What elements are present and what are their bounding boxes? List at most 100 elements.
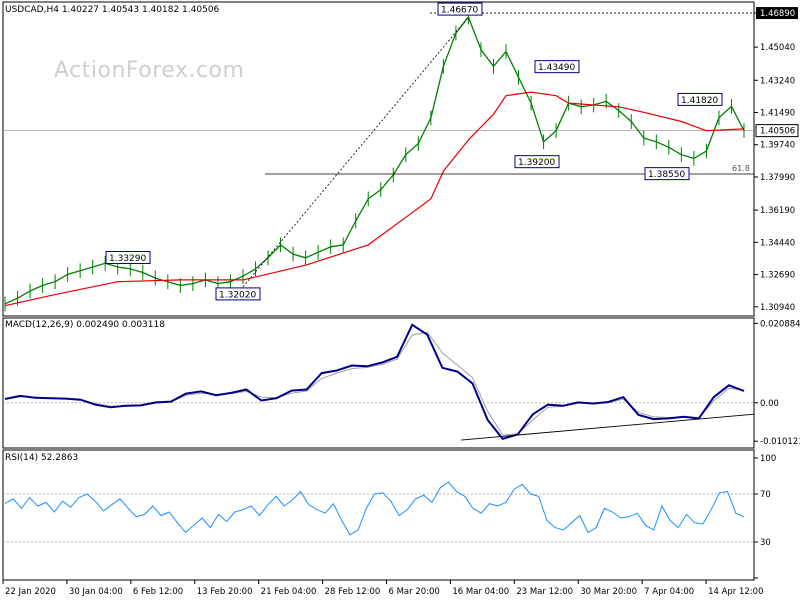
- macd-signal-line: [4, 331, 745, 436]
- time-tick-label: 23 Mar 12:00: [516, 587, 573, 597]
- price-point: [655, 141, 657, 143]
- price-annotation-label: 1.39200: [518, 158, 555, 168]
- price-point: [480, 49, 482, 51]
- time-tick-label: 30 Mar 20:00: [580, 587, 637, 597]
- price-point: [743, 130, 745, 132]
- trend-line: [242, 16, 469, 288]
- time-tick-label: 28 Feb 12:00: [325, 587, 381, 597]
- price-tick-label: 1.34440: [760, 238, 795, 248]
- fib-level-label: 61.8: [732, 164, 750, 173]
- price-point: [279, 244, 282, 246]
- panel-frames: [2, 1, 755, 581]
- price-point: [643, 137, 645, 139]
- chart-header: USDCAD,H4 1.40227 1.40543 1.40182 1.4050…: [5, 5, 220, 15]
- watermark: ActionForex.com: [54, 58, 245, 83]
- price-point: [580, 106, 582, 108]
- price-point: [67, 273, 69, 275]
- macd-line: [4, 323, 745, 441]
- price-point: [618, 109, 620, 112]
- price-point: [442, 65, 444, 67]
- price-point: [605, 100, 607, 102]
- panel-frame-main: [2, 1, 755, 317]
- price-point: [167, 281, 169, 283]
- price-tick-label: 1.39740: [760, 141, 795, 151]
- price-point: [380, 189, 382, 191]
- price-point: [254, 268, 257, 270]
- rsi-tick-label: 100: [760, 454, 776, 464]
- price-point: [54, 281, 56, 283]
- price-point: [355, 220, 357, 222]
- price-point: [92, 266, 94, 268]
- price-point: [317, 251, 319, 253]
- price-point: [705, 150, 708, 152]
- price-point: [179, 284, 181, 287]
- price-annotation-box: [105, 251, 151, 265]
- price-point: [693, 157, 695, 159]
- price-point: [4, 303, 6, 305]
- time-tick-label: 6 Mar 20:00: [388, 587, 439, 597]
- price-point: [41, 284, 44, 287]
- time-tick-label: 13 Feb 20:00: [197, 587, 253, 597]
- price-point: [117, 266, 119, 268]
- price-annotation-box: [514, 155, 560, 169]
- x-axis-labels: 22 Jan 2020 30 Jan 04:00 6 Feb 12:00 13 Feb…: [2, 580, 763, 597]
- price-point: [29, 290, 31, 292]
- time-tick-label: 14 Apr 12:00: [708, 587, 763, 597]
- grid-lines: [3, 130, 754, 543]
- price-point: [542, 141, 545, 143]
- price-point: [405, 154, 407, 156]
- price-point: [79, 270, 81, 272]
- price-point: [392, 174, 394, 176]
- price-point: [242, 275, 244, 277]
- rsi-tick-label: 30: [760, 538, 771, 548]
- rsi-tick-label: 70: [760, 490, 771, 500]
- price-point: [229, 281, 232, 283]
- price-point: [292, 253, 294, 255]
- price-point: [305, 257, 307, 259]
- price-point: [668, 146, 670, 148]
- price-annotation-label: 1.46670: [441, 6, 478, 16]
- price-point: [730, 105, 733, 108]
- macd-header: MACD(12,26,9) 0.002490 0.003118: [5, 320, 165, 330]
- price-annotation-label: 1.38550: [648, 170, 685, 180]
- time-tick-label: 22 Jan 2020: [5, 587, 56, 597]
- price-tick-label: 1.32690: [760, 271, 795, 281]
- price-series: [4, 15, 745, 305]
- top-price-box: [756, 7, 798, 20]
- price-point: [430, 117, 432, 119]
- time-tick-label: 6 Feb 12:00: [133, 587, 183, 597]
- moving-average-line: [4, 91, 745, 307]
- top-price-label: 1.46890: [760, 9, 795, 19]
- price-tick-label: 1.30940: [760, 303, 795, 313]
- price-point: [517, 76, 520, 78]
- time-tick-label: 7 Apr 04:00: [644, 587, 694, 597]
- time-tick-label: 16 Mar 04:00: [452, 587, 509, 597]
- price-point: [417, 143, 419, 145]
- price-point: [530, 102, 532, 104]
- price-point: [367, 198, 369, 200]
- price-annotation-box: [677, 92, 723, 106]
- price-annotation-box: [534, 60, 580, 74]
- price-annotation-box: [215, 287, 261, 301]
- price-point: [16, 297, 19, 299]
- macd-trendline: [461, 413, 755, 441]
- price-point: [555, 130, 557, 132]
- rsi-line: [4, 481, 745, 536]
- price-annotation-label: 1.43490: [538, 63, 575, 73]
- macd-tick-label: -0.010121: [760, 437, 800, 447]
- price-tick-label: 1.45040: [760, 43, 795, 53]
- price-point: [467, 16, 470, 18]
- macd-tick-label: 0.020884: [760, 319, 800, 329]
- panel-frame-rsi: [2, 449, 755, 581]
- rsi-panel: [4, 481, 745, 536]
- macd-panel: [4, 323, 755, 441]
- price-point: [492, 65, 495, 67]
- price-annotation-label: 1.32020: [219, 290, 256, 300]
- price-point: [630, 120, 632, 123]
- price-point: [142, 271, 144, 274]
- y-axis-labels: 1.46890 1.45040 1.43240 1.41490 1.39740 1.379…: [754, 7, 800, 579]
- price-tick-label: 1.43240: [760, 76, 795, 86]
- price-annotation-box: [437, 2, 483, 16]
- price-point: [267, 257, 269, 259]
- current-price-box: [755, 124, 799, 138]
